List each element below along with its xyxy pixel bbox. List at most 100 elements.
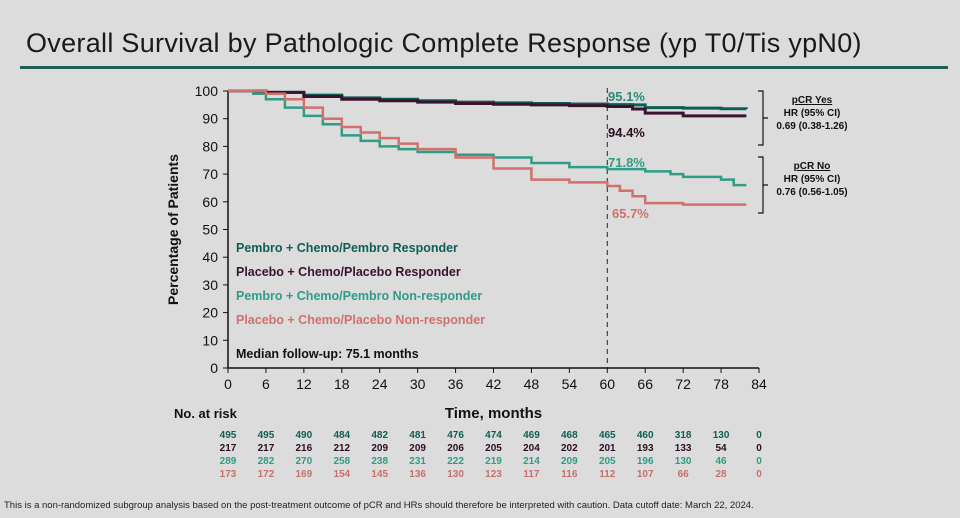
risk-cell: 173 [220, 469, 237, 480]
risk-cell: 484 [333, 430, 350, 441]
series-line-0 [228, 89, 748, 111]
legend-entry-2: Pembro + Chemo/Pembro Non-responder [236, 289, 482, 303]
landmark-label-0: 95.1% [608, 89, 645, 104]
x-tick-label: 0 [224, 376, 232, 392]
risk-cell: 258 [333, 456, 350, 467]
y-tick-label: 0 [210, 360, 218, 376]
risk-cell: 204 [523, 443, 540, 454]
risk-cell: 212 [333, 443, 350, 454]
risk-cell: 202 [561, 443, 578, 454]
risk-cell: 112 [599, 469, 616, 480]
risk-cell: 0 [756, 443, 762, 454]
legend-entry-3: Placebo + Chemo/Placebo Non-responder [236, 313, 485, 327]
risk-cell: 130 [713, 430, 730, 441]
x-tick-label: 30 [410, 376, 426, 392]
risk-cell: 172 [258, 469, 275, 480]
hr-value: 0.76 (0.56-1.05) [776, 187, 847, 198]
risk-cell: 209 [561, 456, 578, 467]
legend-entry-1: Placebo + Chemo/Placebo Responder [236, 265, 461, 279]
risk-cell: 0 [756, 430, 762, 441]
risk-cell: 46 [716, 456, 728, 467]
risk-cell: 482 [371, 430, 388, 441]
x-axis-label: Time, months [445, 405, 542, 422]
series-line-1 [228, 89, 747, 118]
risk-cell: 490 [296, 430, 313, 441]
risk-cell: 222 [447, 456, 464, 467]
bracket [758, 156, 768, 214]
series-line-3 [228, 89, 747, 206]
y-tick-label: 70 [202, 166, 218, 182]
risk-cell: 231 [409, 456, 426, 467]
risk-cell: 460 [637, 430, 654, 441]
risk-cell: 145 [371, 469, 388, 480]
y-tick-label: 90 [202, 111, 218, 127]
risk-cell: 495 [258, 430, 275, 441]
x-tick-label: 18 [334, 376, 350, 392]
x-tick-label: 72 [675, 376, 691, 392]
risk-cell: 136 [409, 469, 426, 480]
risk-cell: 217 [258, 443, 275, 454]
risk-cell: 318 [675, 430, 692, 441]
landmark-label-1: 94.4% [608, 125, 645, 140]
y-tick-label: 10 [202, 332, 218, 348]
y-axis-label: Percentage of Patients [165, 154, 181, 305]
risk-cell: 481 [409, 430, 426, 441]
y-tick-label: 40 [202, 249, 218, 265]
risk-cell: 0 [756, 456, 762, 467]
risk-cell: 216 [296, 443, 313, 454]
x-tick-label: 36 [448, 376, 464, 392]
risk-cell: 130 [447, 469, 464, 480]
y-tick-label: 60 [202, 194, 218, 210]
legend-entry-0: Pembro + Chemo/Pembro Responder [236, 241, 458, 255]
risk-cell: 123 [485, 469, 502, 480]
risk-cell: 117 [523, 469, 540, 480]
slide-title: Overall Survival by Pathologic Complete … [26, 28, 862, 58]
risk-cell: 476 [447, 430, 464, 441]
x-tick-label: 54 [562, 376, 578, 392]
x-tick-label: 48 [524, 376, 540, 392]
risk-cell: 66 [678, 469, 690, 480]
risk-cell: 116 [561, 469, 578, 480]
risk-cell: 217 [220, 443, 237, 454]
y-tick-label: 30 [202, 277, 218, 293]
x-tick-label: 78 [713, 376, 729, 392]
risk-cell: 133 [675, 443, 692, 454]
risk-cell: 130 [675, 456, 692, 467]
risk-cell: 270 [296, 456, 313, 467]
hr-group: pCR Yes [792, 95, 833, 106]
risk-cell: 28 [716, 469, 728, 480]
risk-cell: 54 [716, 443, 728, 454]
risk-cell: 209 [409, 443, 426, 454]
y-tick-label: 20 [202, 305, 218, 321]
x-tick-label: 6 [262, 376, 270, 392]
risk-cell: 196 [637, 456, 654, 467]
risk-cell: 107 [637, 469, 654, 480]
risk-cell: 209 [371, 443, 388, 454]
risk-cell: 219 [485, 456, 502, 467]
risk-cell: 154 [333, 469, 350, 480]
hr-value: 0.69 (0.38-1.26) [776, 121, 847, 132]
risk-cell: 193 [637, 443, 654, 454]
risk-cell: 169 [296, 469, 313, 480]
x-tick-label: 66 [637, 376, 653, 392]
risk-cell: 238 [371, 456, 388, 467]
x-tick-label: 42 [486, 376, 502, 392]
hr-group: pCR No [794, 161, 831, 172]
x-tick-label: 84 [751, 376, 767, 392]
y-tick-label: 100 [195, 83, 219, 99]
risk-cell: 0 [756, 469, 762, 480]
bracket [758, 90, 768, 146]
risk-cell: 289 [220, 456, 237, 467]
risk-cell: 205 [485, 443, 502, 454]
risk-cell: 465 [599, 430, 616, 441]
title-divider [20, 66, 948, 69]
x-tick-label: 60 [599, 376, 615, 392]
median-followup: Median follow-up: 75.1 months [236, 347, 419, 361]
risk-cell: 282 [258, 456, 275, 467]
landmark-label-3: 65.7% [612, 206, 649, 221]
risk-cell: 474 [485, 430, 502, 441]
y-tick-label: 50 [202, 222, 218, 238]
risk-cell: 206 [447, 443, 464, 454]
risk-cell: 214 [523, 456, 540, 467]
